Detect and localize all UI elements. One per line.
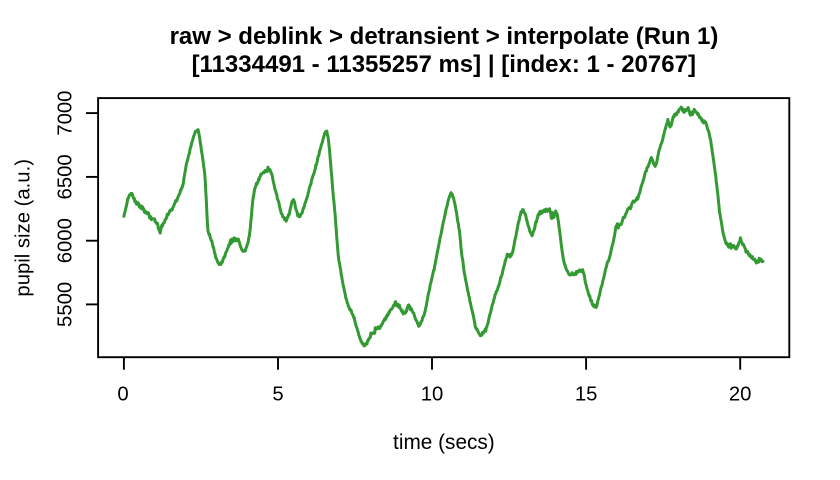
svg-text:6500: 6500 (55, 154, 77, 199)
svg-text:20: 20 (729, 384, 752, 406)
svg-text:0: 0 (117, 384, 128, 406)
svg-text:5: 5 (272, 384, 283, 406)
svg-text:time (secs): time (secs) (393, 431, 495, 454)
svg-text:5500: 5500 (55, 282, 77, 327)
svg-text:10: 10 (421, 384, 444, 406)
svg-text:7000: 7000 (55, 91, 77, 136)
svg-text:15: 15 (575, 384, 598, 406)
svg-text:raw > deblink > detransient >: raw > deblink > detransient > interpolat… (170, 23, 719, 50)
svg-text:6000: 6000 (55, 218, 77, 263)
svg-text:pupil size (a.u.): pupil size (a.u.) (13, 159, 35, 297)
svg-text:[11334491 - 11355257 ms] | [in: [11334491 - 11355257 ms] | [index: 1 - 2… (192, 51, 696, 78)
